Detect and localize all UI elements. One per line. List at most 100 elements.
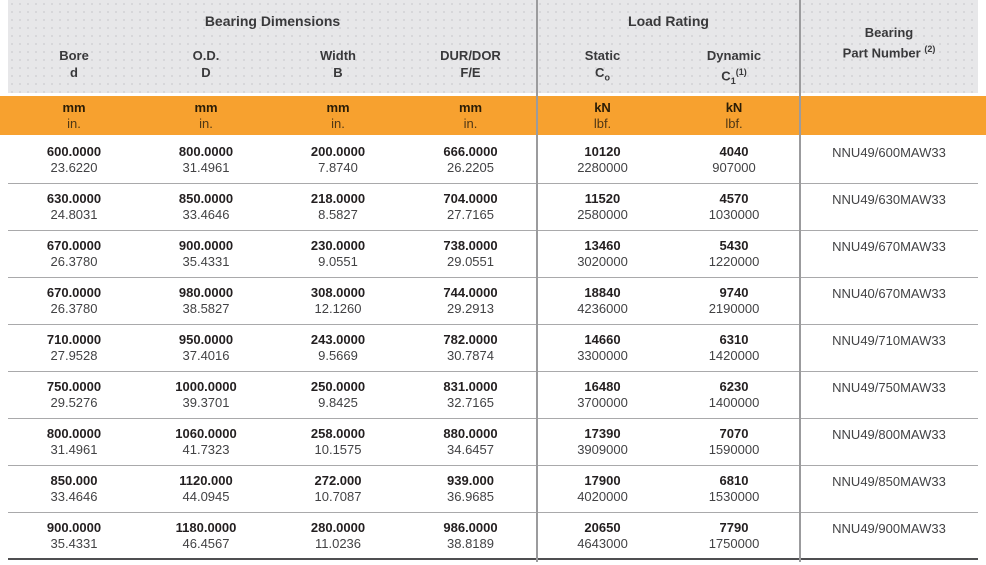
column-header-width: Width B (272, 40, 404, 93)
od-metric-value: 1120.000 (179, 473, 233, 488)
column-name: Static (584, 48, 621, 63)
column-name: O.D. (192, 48, 220, 63)
width-imperial-value: 11.0236 (314, 536, 362, 551)
od-cell: 1060.0000 41.7323 (140, 419, 272, 465)
bore-metric-value: 850.000 (50, 473, 98, 488)
bore-metric-value: 670.0000 (46, 238, 102, 253)
static-imperial-value: 2280000 (577, 160, 628, 175)
width-metric-value: 200.0000 (310, 144, 366, 159)
part-number: NNU49/710MAW33 (832, 333, 946, 348)
part-number: NNU49/850MAW33 (832, 474, 946, 489)
dur-metric-value: 738.0000 (443, 238, 498, 253)
static-imperial-value: 4643000 (577, 536, 628, 551)
column-symbol: D (201, 65, 211, 80)
od-cell: 1180.0000 46.4567 (140, 513, 272, 558)
units-dur-dor: mm in. (404, 96, 537, 135)
dur-imperial-value: 26.2205 (447, 160, 494, 175)
column-name: Width (320, 48, 356, 63)
symbol-base: C (721, 68, 731, 84)
static-metric-value: 16480 (584, 379, 621, 394)
part-number-cell: NNU49/900MAW33 (800, 513, 978, 558)
width-imperial-value: 8.5827 (318, 207, 358, 222)
bore-imperial-value: 35.4331 (50, 536, 98, 551)
column-header-dynamic: Dynamic C1(1) (668, 40, 800, 93)
dynamic-metric-value: 4570 (719, 191, 749, 206)
column-name: DUR/DOR (440, 48, 501, 63)
width-imperial-value: 10.7087 (314, 489, 362, 504)
column-name: Bore (59, 48, 89, 63)
od-imperial-value: 33.4646 (182, 207, 230, 222)
table-row: 630.0000 24.8031 850.0000 33.4646 218.0000 8.… (8, 184, 978, 231)
od-metric-value: 980.0000 (178, 285, 234, 300)
units-row: mm in. mm in. mm in. mm in. kN lbf. kN l… (0, 96, 986, 135)
static-imperial-value: 4236000 (577, 301, 628, 316)
od-cell: 950.0000 37.4016 (140, 325, 272, 371)
bore-metric-value: 710.0000 (46, 332, 102, 347)
width-metric-value: 243.0000 (310, 332, 366, 347)
part-number-cell: NNU49/850MAW33 (800, 466, 978, 512)
dynamic-imperial-value: 2190000 (708, 301, 760, 316)
dynamic-imperial-value: 1030000 (708, 207, 760, 222)
dynamic-metric-value: 5430 (719, 238, 749, 253)
static-metric-value: 14660 (584, 332, 621, 347)
dur-metric-value: 986.0000 (443, 520, 498, 535)
dynamic-cell: 6310 1420000 (668, 325, 800, 371)
dur-cell: 704.0000 27.7165 (404, 184, 537, 230)
width-metric-value: 230.0000 (310, 238, 366, 253)
bore-cell: 670.0000 26.3780 (8, 231, 140, 277)
unit-imperial: in. (67, 116, 81, 131)
od-cell: 900.0000 35.4331 (140, 231, 272, 277)
od-metric-value: 1000.0000 (175, 379, 237, 394)
part-number-cell: NNU40/670MAW33 (800, 278, 978, 324)
width-cell: 272.000 10.7087 (272, 466, 404, 512)
bore-metric-value: 630.0000 (46, 191, 102, 206)
width-cell: 258.0000 10.1575 (272, 419, 404, 465)
unit-imperial: in. (331, 116, 345, 131)
units-bore: mm in. (8, 96, 140, 135)
dur-imperial-value: 38.8189 (447, 536, 494, 551)
width-cell: 243.0000 9.5669 (272, 325, 404, 371)
dynamic-imperial-value: 1530000 (708, 489, 760, 504)
part-header-label: Part Number (842, 45, 921, 61)
symbol-subscript: o (604, 72, 610, 83)
dur-cell: 986.0000 38.8189 (404, 513, 537, 558)
static-cell: 17900 4020000 (537, 466, 668, 512)
od-metric-value: 800.0000 (178, 144, 234, 159)
bore-imperial-value: 33.4646 (50, 489, 98, 504)
bore-metric-value: 750.0000 (46, 379, 102, 394)
dur-imperial-value: 30.7874 (447, 348, 494, 363)
width-imperial-value: 10.1575 (314, 442, 362, 457)
dynamic-cell: 6230 1400000 (668, 372, 800, 418)
od-cell: 1120.000 44.0945 (140, 466, 272, 512)
symbol-subscript: 1 (730, 75, 736, 86)
od-cell: 850.0000 33.4646 (140, 184, 272, 230)
footnote-marker-2: (2) (924, 43, 936, 54)
dynamic-imperial-value: 1420000 (708, 348, 760, 363)
dynamic-metric-value: 4040 (719, 144, 749, 159)
od-imperial-value: 39.3701 (182, 395, 230, 410)
width-cell: 280.0000 11.0236 (272, 513, 404, 558)
dur-metric-value: 704.0000 (443, 191, 498, 206)
static-metric-value: 17390 (584, 426, 621, 441)
dur-metric-value: 939.000 (447, 473, 494, 488)
dur-cell: 666.0000 26.2205 (404, 137, 537, 183)
od-imperial-value: 37.4016 (182, 348, 230, 363)
dur-cell: 880.0000 34.6457 (404, 419, 537, 465)
static-cell: 14660 3300000 (537, 325, 668, 371)
unit-metric: kN (725, 100, 743, 115)
table-row: 850.000 33.4646 1120.000 44.0945 272.000 10.7… (8, 466, 978, 513)
part-number-cell: NNU49/750MAW33 (800, 372, 978, 418)
dynamic-imperial-value: 1590000 (708, 442, 760, 457)
bore-imperial-value: 29.5276 (50, 395, 98, 410)
static-metric-value: 10120 (584, 144, 621, 159)
part-header-line2: Part Number (2) (843, 41, 936, 61)
table-row: 750.0000 29.5276 1000.0000 39.3701 250.0000 9… (8, 372, 978, 419)
bore-cell: 900.0000 35.4331 (8, 513, 140, 558)
dur-metric-value: 831.0000 (443, 379, 498, 394)
column-symbol: C1(1) (668, 64, 800, 90)
width-metric-value: 280.0000 (310, 520, 366, 535)
width-cell: 200.0000 7.8740 (272, 137, 404, 183)
unit-imperial: lbf. (725, 116, 743, 131)
dur-cell: 744.0000 29.2913 (404, 278, 537, 324)
dynamic-metric-value: 6310 (719, 332, 749, 347)
